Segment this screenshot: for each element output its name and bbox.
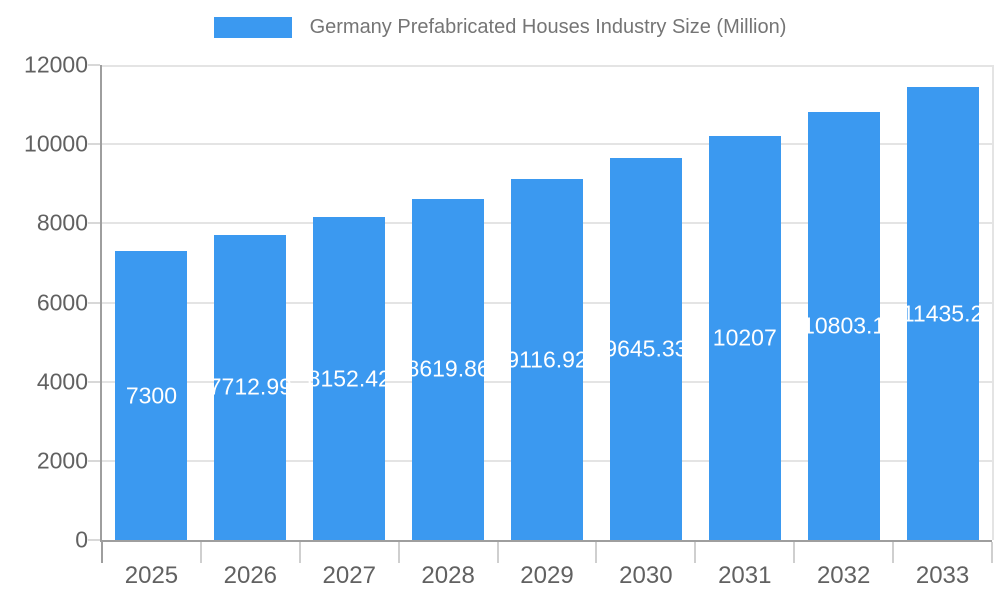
bar-value-label: 9116.92 [506, 346, 588, 373]
y-axis-tick-label: 10000 [24, 130, 88, 157]
x-axis-tick [694, 542, 697, 563]
gridline [102, 65, 992, 67]
bar-value-label: 8619.86 [406, 355, 490, 382]
bar-value-label: 9645.33 [604, 335, 688, 362]
y-axis-tick-label: 4000 [36, 368, 88, 395]
x-axis-tick-label: 2030 [619, 562, 673, 589]
x-axis-tick [892, 542, 895, 563]
y-axis-tick-label: 8000 [36, 209, 88, 236]
bar-value-label: 7300 [125, 382, 178, 409]
x-axis-tick-label: 2026 [223, 562, 278, 589]
bar [214, 234, 287, 540]
plot-area: 0 2000 4000 6000 8000 10000 12000 7300 2025 7712.… [24, 52, 994, 589]
bar [708, 135, 781, 540]
bar [412, 198, 485, 540]
x-axis-tick-label: 2032 [816, 562, 871, 589]
bar [609, 158, 682, 540]
y-axis-tick [88, 222, 100, 225]
x-axis-tick-label: 2031 [718, 562, 772, 589]
bar-value-label: 8152.42 [307, 365, 391, 392]
x-axis-tick [397, 542, 400, 563]
x-axis-tick [101, 542, 103, 563]
plot-right-border [992, 65, 994, 540]
x-axis-tick [199, 542, 202, 563]
x-axis-tick-label: 2025 [124, 562, 179, 589]
x-axis-tick [298, 542, 301, 563]
y-axis-tick [88, 143, 100, 146]
x-axis-tick-label: 2028 [421, 562, 475, 589]
y-axis-tick [88, 539, 100, 541]
bar [115, 251, 188, 540]
bar-value-label: 11435.2 [901, 300, 984, 327]
chart-title: Germany Prefabricated Houses Industry Si… [309, 16, 787, 38]
x-axis-tick [496, 542, 499, 563]
x-axis-tick-label: 2033 [915, 562, 970, 589]
y-axis-tick [88, 380, 100, 383]
bar [906, 87, 979, 540]
y-axis-tick [88, 301, 100, 304]
legend-color-swatch [213, 17, 292, 38]
bar [511, 179, 583, 540]
y-axis-tick-label: 0 [75, 526, 88, 553]
y-axis-tick-label: 2000 [36, 447, 88, 474]
y-axis-tick [88, 459, 100, 462]
x-axis-tick [793, 542, 796, 563]
y-axis-tick-label: 12000 [24, 51, 88, 78]
bar-value-label: 10803.1 [802, 312, 886, 339]
y-axis-tick-label: 6000 [36, 289, 88, 315]
chart-legend: Germany Prefabricated Houses Industry Si… [0, 16, 1000, 39]
bar-value-label: 10207 [712, 324, 777, 351]
x-axis-tick [991, 542, 993, 563]
x-axis-tick-label: 2029 [520, 562, 574, 589]
gridline [102, 143, 992, 146]
bar [313, 217, 386, 540]
bar-value-label: 7712.99 [208, 373, 292, 400]
x-axis-tick-label: 2027 [322, 562, 376, 589]
bar [807, 112, 880, 540]
y-axis-tick [88, 64, 100, 66]
x-axis-tick [595, 542, 598, 563]
